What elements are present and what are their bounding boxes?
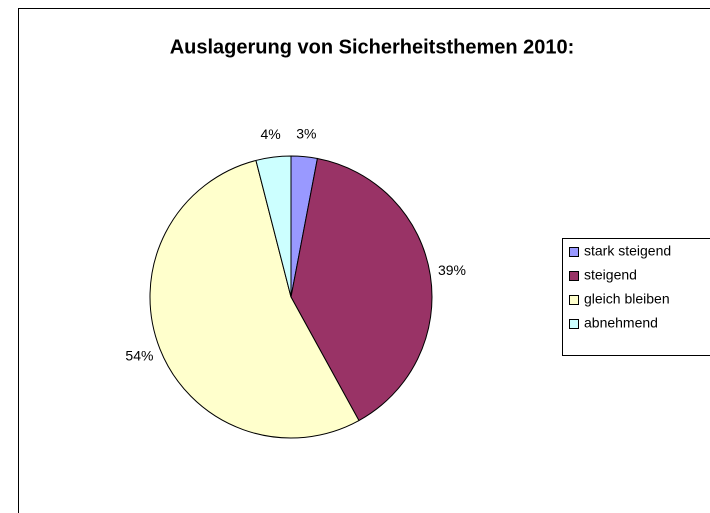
- pie-slice: [149, 159, 360, 439]
- legend-swatch: [569, 319, 579, 329]
- pie-slice: [255, 155, 292, 298]
- data-label: 39%: [438, 262, 466, 278]
- legend-label: steigend: [584, 267, 637, 283]
- legend-label: abnehmend: [584, 315, 658, 331]
- data-label: 54%: [125, 348, 153, 364]
- legend-swatch: [569, 295, 579, 305]
- legend-swatch: [569, 247, 579, 257]
- legend-label: gleich bleiben: [584, 291, 670, 307]
- chart-title: Auslagerung von Sicherheitsthemen 2010:: [170, 36, 575, 58]
- data-label: 3%: [296, 125, 316, 141]
- legend-box: [562, 238, 710, 356]
- legend-label: stark steigend: [584, 243, 671, 259]
- pie-slice: [290, 157, 433, 422]
- data-label: 4%: [260, 126, 280, 142]
- legend-swatch: [569, 271, 579, 281]
